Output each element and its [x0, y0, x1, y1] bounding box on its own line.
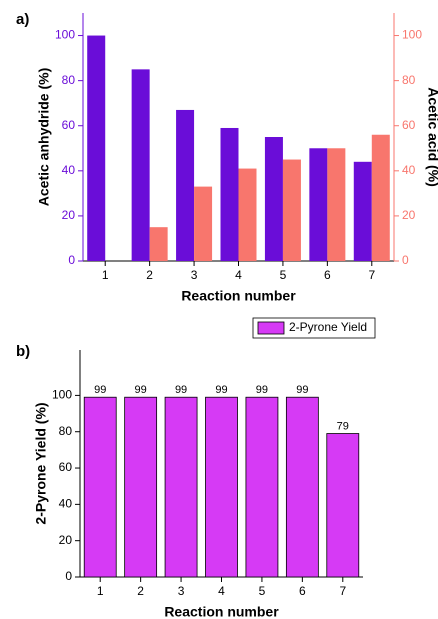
- x-tick-label: 3: [178, 584, 185, 598]
- y-tick-label: 100: [55, 28, 75, 42]
- y2-tick-label: 80: [402, 73, 416, 87]
- x-tick-label: 6: [299, 584, 306, 598]
- data-label: 79: [337, 420, 349, 432]
- bar: [205, 396, 238, 578]
- bar: [87, 35, 106, 261]
- panel-label: a): [16, 11, 29, 28]
- y-tick-label: 0: [68, 253, 75, 267]
- data-label: 99: [175, 384, 187, 396]
- x-tick-label: 7: [368, 268, 375, 282]
- bar: [149, 227, 168, 261]
- data-label: 99: [215, 384, 227, 396]
- x-tick-label: 2: [137, 584, 144, 598]
- y-tick-label: 20: [59, 533, 73, 547]
- x-axis-label: Reaction number: [181, 288, 296, 304]
- bar: [245, 396, 279, 578]
- bar: [194, 186, 213, 261]
- legend-box: [252, 317, 376, 339]
- y-axis-label: Acetic anhydride (%): [36, 68, 52, 206]
- bar: [264, 137, 283, 261]
- x-tick-label: 2: [146, 268, 153, 282]
- bar: [371, 134, 390, 261]
- bar: [164, 396, 198, 578]
- x-tick-label: 5: [259, 584, 266, 598]
- y-tick-label: 20: [62, 208, 76, 222]
- bar: [131, 69, 150, 261]
- x-tick-label: 5: [280, 268, 287, 282]
- y-tick-label: 0: [65, 569, 72, 583]
- y2-tick-label: 20: [402, 208, 416, 222]
- y-tick-label: 100: [52, 388, 72, 402]
- y2-tick-label: 100: [402, 28, 422, 42]
- y-tick-label: 80: [59, 424, 73, 438]
- x-tick-label: 1: [97, 584, 104, 598]
- bar: [83, 396, 117, 578]
- x-tick-label: 6: [324, 268, 331, 282]
- bar: [220, 127, 239, 262]
- data-label: 99: [296, 384, 308, 396]
- x-tick-label: 1: [102, 268, 109, 282]
- bar: [309, 148, 328, 261]
- x-axis-label: Reaction number: [164, 604, 279, 619]
- y2-tick-label: 0: [402, 253, 409, 267]
- bar: [124, 396, 158, 578]
- y-tick-label: 60: [62, 118, 76, 132]
- y-tick-label: 60: [59, 460, 73, 474]
- data-label: 99: [135, 384, 147, 396]
- y-tick-label: 40: [59, 497, 73, 511]
- bar: [282, 159, 301, 261]
- y2-axis-label: Acetic acid (%): [425, 87, 438, 187]
- data-label: 99: [94, 384, 106, 396]
- y-tick-label: 80: [62, 73, 76, 87]
- x-tick-label: 4: [218, 584, 225, 598]
- y2-tick-label: 40: [402, 163, 416, 177]
- legend-swatch: [257, 321, 285, 335]
- bar: [238, 168, 257, 261]
- x-tick-label: 3: [191, 268, 198, 282]
- bar: [176, 109, 195, 261]
- data-label: 99: [256, 384, 268, 396]
- bar: [353, 161, 372, 261]
- x-tick-label: 7: [339, 584, 346, 598]
- y-axis-label: 2-Pyrone Yield (%): [33, 402, 49, 524]
- panel-label: b): [16, 343, 30, 360]
- x-tick-label: 4: [235, 268, 242, 282]
- bar: [326, 433, 360, 578]
- y2-tick-label: 60: [402, 118, 416, 132]
- bar: [285, 396, 319, 578]
- legend-label: 2-Pyrone Yield: [289, 320, 367, 334]
- y-tick-label: 40: [62, 163, 76, 177]
- bar: [327, 148, 346, 261]
